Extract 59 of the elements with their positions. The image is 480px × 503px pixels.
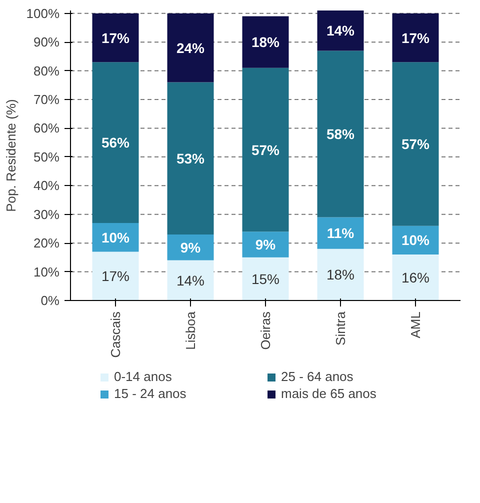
bar [392,62,439,226]
bar [92,252,139,300]
data-label: 9% [255,236,276,253]
data-label: 9% [180,239,202,256]
x-tick-label: AML [408,311,423,338]
legend-label: 15 - 24 anos [114,386,188,401]
y-tick-label: 30% [33,206,60,222]
y-tick-label: 60% [33,120,60,136]
y-tick-label: 70% [33,92,60,108]
x-tick-label: Sintra [333,310,348,346]
data-label: 15% [251,270,280,287]
y-tick-label: 10% [33,264,60,280]
y-tick-label: 90% [33,34,60,50]
data-label: 10% [401,232,430,248]
data-label: 53% [176,150,206,166]
data-label: 57% [251,142,280,158]
y-axis-title: Pop. Residente (%) [3,99,18,212]
x-tick-label: Lisboa [183,310,198,350]
bar [317,248,364,300]
bar [317,50,364,218]
bar [317,10,364,51]
data-label: 17% [401,30,430,46]
data-label: 57% [401,136,430,152]
y-tick-label: 100% [26,6,60,21]
bar [242,16,289,68]
bar [167,260,214,300]
bar [242,232,289,258]
bar [167,82,214,234]
bar [242,257,289,300]
data-label: 18% [251,34,280,50]
data-label: 24% [176,40,206,56]
bar [92,62,139,223]
x-tick-label: Cascais [108,311,123,358]
data-label: 10% [101,229,130,246]
legend-label: 25 - 64 anos [281,369,354,384]
data-label: 17% [101,268,130,284]
data-label: 18% [326,266,355,283]
y-tick-label: 20% [33,236,60,251]
bar [392,254,439,300]
data-label: 16% [401,270,430,286]
data-label: 17% [101,30,130,46]
x-tick-label: Oeiras [258,311,273,350]
data-label: 14% [176,272,205,288]
data-label: 56% [101,134,130,151]
bar [242,68,289,232]
bar [167,234,214,260]
bar [167,13,214,82]
legend-label: 0-14 anos [114,369,173,384]
data-label: 14% [326,22,356,39]
data-label: 58% [326,126,356,142]
y-tick-label: 80% [33,63,60,78]
legend-label: mais de 65 anos [281,386,378,401]
bar [392,13,439,62]
y-tick-label: 40% [33,178,60,194]
y-tick-label: 50% [33,149,60,164]
bar [92,13,139,62]
data-label: 11% [326,225,355,242]
bar [317,217,364,249]
y-tick-label: 0% [40,293,60,308]
